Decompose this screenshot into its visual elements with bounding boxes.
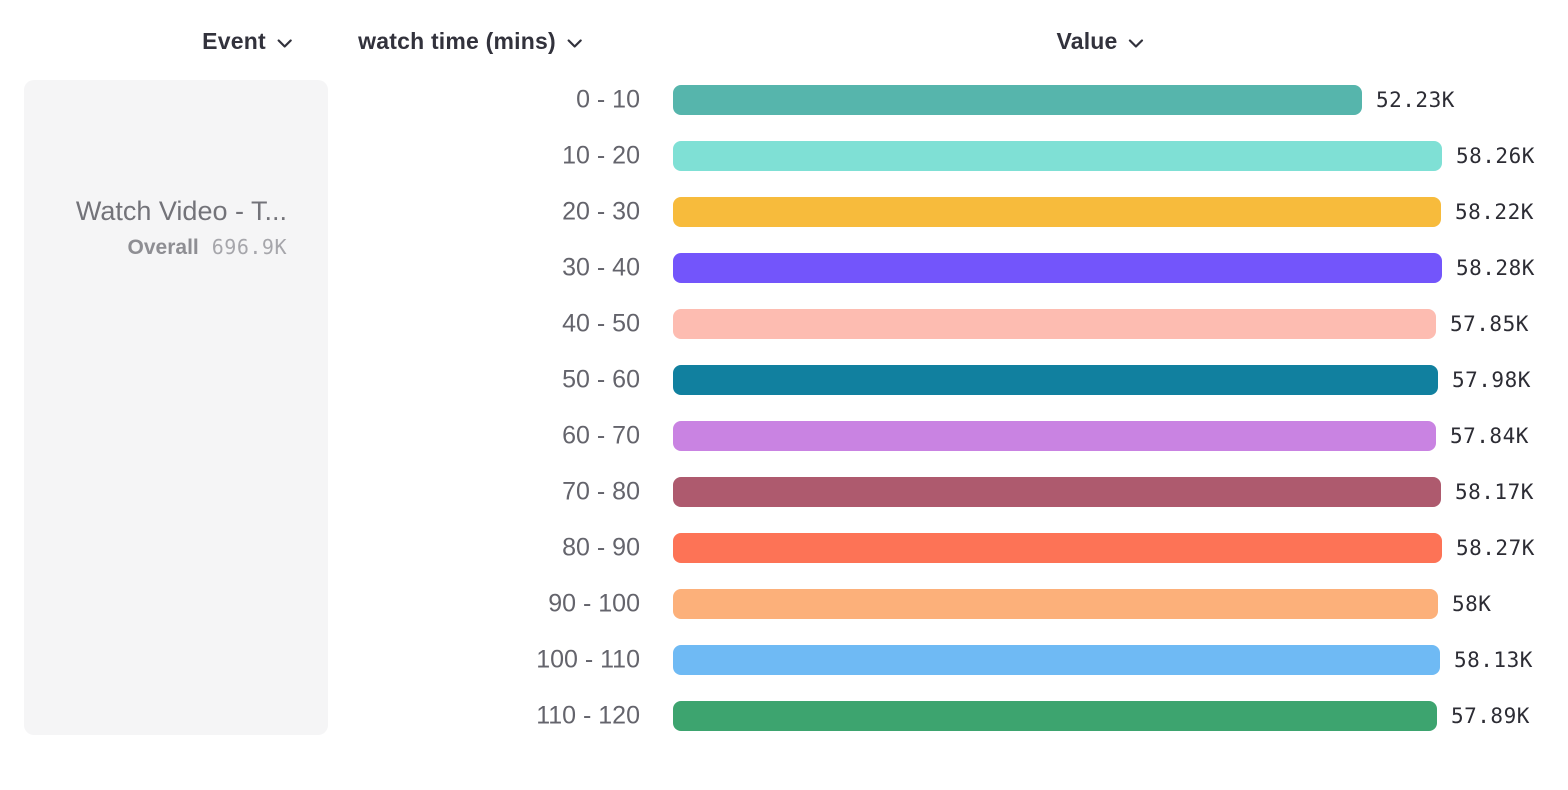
bar-category-label: 90 - 100 <box>548 589 640 618</box>
column-header-label: Event <box>202 28 266 54</box>
bar-value-label: 57.89K <box>1451 704 1530 728</box>
bar-segment[interactable] <box>673 253 1442 283</box>
column-header-label: Value <box>1056 28 1118 54</box>
bar-segment[interactable] <box>673 197 1441 227</box>
bar-segment[interactable] <box>673 85 1362 115</box>
event-legend-card[interactable]: Watch Video - T... Overall 696.9K <box>24 80 328 735</box>
bar-category-label: 0 - 10 <box>576 85 640 114</box>
chevron-down-icon <box>277 38 292 48</box>
bar-value-label: 58.22K <box>1455 200 1534 224</box>
bar-segment[interactable] <box>673 589 1438 619</box>
bar-value-label: 58.27K <box>1456 536 1535 560</box>
bar-category-label: 30 - 40 <box>562 253 640 282</box>
chevron-down-icon <box>1128 38 1144 48</box>
column-header-breakdown[interactable]: watch time (mins) <box>358 28 582 55</box>
bar-value-label: 58.17K <box>1455 480 1534 504</box>
bar-value-label: 58.13K <box>1454 648 1533 672</box>
bar-segment[interactable] <box>673 701 1437 731</box>
bar-category-label: 60 - 70 <box>562 421 640 450</box>
bar-category-label: 70 - 80 <box>562 477 640 506</box>
column-header-event[interactable]: Event <box>202 28 292 55</box>
bar-category-label: 10 - 20 <box>562 141 640 170</box>
chevron-down-icon <box>567 38 582 48</box>
bar-segment[interactable] <box>673 141 1442 171</box>
bar-value-label: 58K <box>1452 592 1492 616</box>
bar-category-label: 40 - 50 <box>562 309 640 338</box>
overall-label: Overall <box>127 236 199 259</box>
bar-value-label: 57.85K <box>1450 312 1529 336</box>
bar-value-label: 58.26K <box>1456 144 1535 168</box>
bar-segment[interactable] <box>673 309 1436 339</box>
bar-category-label: 110 - 120 <box>536 701 640 730</box>
bar-category-label: 80 - 90 <box>562 533 640 562</box>
bar-segment[interactable] <box>673 533 1442 563</box>
bar-segment[interactable] <box>673 477 1441 507</box>
bar-category-label: 20 - 30 <box>562 197 640 226</box>
bar-segment[interactable] <box>673 365 1438 395</box>
bar-category-label: 100 - 110 <box>536 645 640 674</box>
bar-value-label: 57.84K <box>1450 424 1529 448</box>
column-header-label: watch time (mins) <box>358 28 556 54</box>
bar-segment[interactable] <box>673 645 1440 675</box>
bar-segment[interactable] <box>673 421 1436 451</box>
bar-value-label: 57.98K <box>1452 368 1531 392</box>
event-overall-row: Overall 696.9K <box>128 235 287 260</box>
bar-value-label: 58.28K <box>1456 256 1535 280</box>
bar-category-label: 50 - 60 <box>562 365 640 394</box>
bar-value-label: 52.23K <box>1376 88 1455 112</box>
overall-value: 696.9K <box>211 235 287 259</box>
column-header-value[interactable]: Value <box>1056 28 1144 55</box>
event-title: Watch Video - T... <box>75 196 287 226</box>
